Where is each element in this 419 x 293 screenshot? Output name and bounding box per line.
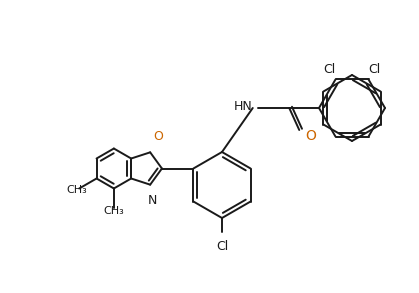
Text: Cl: Cl	[368, 62, 380, 76]
Text: O: O	[153, 130, 163, 143]
Text: Cl: Cl	[323, 62, 336, 76]
Text: N: N	[147, 194, 157, 207]
Text: Cl: Cl	[216, 240, 228, 253]
Text: HN: HN	[234, 100, 253, 113]
Text: CH₃: CH₃	[103, 207, 124, 217]
Text: O: O	[305, 129, 316, 143]
Text: CH₃: CH₃	[66, 185, 87, 195]
